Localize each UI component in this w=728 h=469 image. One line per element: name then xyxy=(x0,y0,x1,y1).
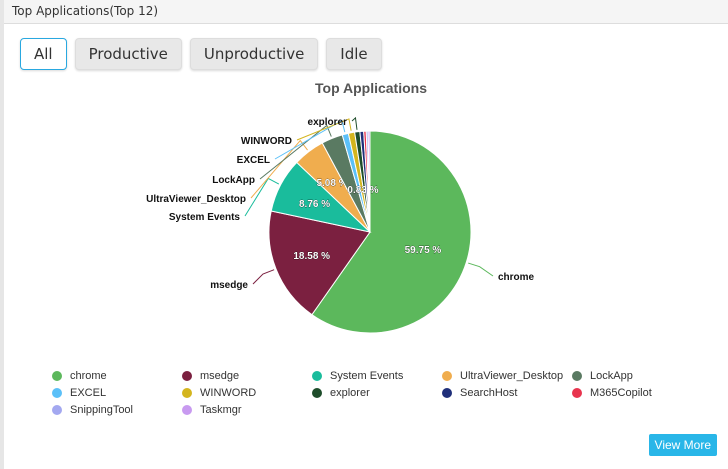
view-more-button[interactable]: View More xyxy=(648,434,717,456)
legend: chrome msedge System Events UltraViewer_Des… xyxy=(52,369,702,417)
legend-label: explorer xyxy=(330,387,370,399)
data-label: 18.58 % xyxy=(293,251,330,262)
legend-dot-icon xyxy=(182,371,192,381)
panel-title: Top Applications(Top 12) xyxy=(12,4,159,18)
legend-item[interactable]: SnippingTool xyxy=(52,403,182,417)
legend-label: msedge xyxy=(200,370,240,382)
data-label: 5.08 % xyxy=(316,178,347,189)
legend-dot-icon xyxy=(182,388,192,398)
legend-item[interactable]: explorer xyxy=(312,386,442,400)
legend-label: WINWORD xyxy=(200,387,257,399)
legend-dot-icon xyxy=(52,405,62,415)
legend-item[interactable]: LockApp xyxy=(572,369,702,383)
legend-label: UltraViewer_Desktop xyxy=(460,370,564,382)
legend-dot-icon xyxy=(182,405,192,415)
slice-name-label: LockApp xyxy=(212,175,255,186)
left-border xyxy=(0,23,4,469)
connector-line xyxy=(468,262,494,277)
legend-dot-icon xyxy=(442,371,452,381)
legend-item[interactable]: EXCEL xyxy=(52,386,182,400)
legend-label: Taskmgr xyxy=(200,404,242,416)
connector-line xyxy=(296,118,352,141)
legend-dot-icon xyxy=(572,371,582,381)
slice-name-label: chrome xyxy=(498,272,535,283)
pie-slice-chrome[interactable] xyxy=(311,130,472,334)
connector-line xyxy=(351,116,358,130)
legend-dot-icon xyxy=(52,371,62,381)
panel-header: Top Applications(Top 12) xyxy=(0,0,728,24)
tab-productive[interactable]: Productive xyxy=(74,38,182,70)
legend-label: SearchHost xyxy=(460,387,518,399)
connector-line xyxy=(274,119,346,160)
slice-name-label: System Events xyxy=(169,212,241,223)
connector-line xyxy=(259,124,332,180)
legend-item[interactable]: SearchHost xyxy=(442,386,572,400)
chart-title: Top Applications xyxy=(315,80,427,96)
legend-item[interactable]: WINWORD xyxy=(182,386,312,400)
pie-slice-msedge[interactable] xyxy=(268,210,371,316)
legend-item[interactable]: UltraViewer_Desktop xyxy=(442,369,572,383)
legend-item[interactable]: msedge xyxy=(182,369,312,383)
connector-line xyxy=(250,139,308,199)
data-label: 8.76 % xyxy=(299,199,330,210)
legend-dot-icon xyxy=(442,388,452,398)
pie-slice-taskmgr[interactable] xyxy=(367,130,371,233)
legend-dot-icon xyxy=(572,388,582,398)
legend-label: SnippingTool xyxy=(70,404,133,416)
filter-tabs: All Productive Unproductive Idle xyxy=(20,38,382,70)
legend-item[interactable]: System Events xyxy=(312,369,442,383)
slice-name-label: EXCEL xyxy=(237,155,270,166)
legend-dot-icon xyxy=(312,388,322,398)
tab-unproductive[interactable]: Unproductive xyxy=(189,38,319,70)
legend-label: System Events xyxy=(330,370,404,382)
legend-item[interactable]: Taskmgr xyxy=(182,403,312,417)
data-label: 59.75 % xyxy=(405,245,442,256)
slice-name-label: explorer xyxy=(308,117,348,128)
legend-label: LockApp xyxy=(590,370,633,382)
legend-label: chrome xyxy=(70,370,107,382)
legend-dot-icon xyxy=(52,388,62,398)
slice-name-label: msedge xyxy=(210,280,248,291)
tab-idle[interactable]: Idle xyxy=(326,38,382,70)
data-label: 0.83 % xyxy=(347,185,378,196)
slice-name-label: UltraViewer_Desktop xyxy=(146,194,246,205)
legend-item[interactable]: chrome xyxy=(52,369,182,383)
legend-dot-icon xyxy=(312,371,322,381)
slice-name-label: WINWORD xyxy=(241,136,292,147)
legend-label: M365Copilot xyxy=(590,387,652,399)
connector-line xyxy=(252,269,275,285)
tab-all[interactable]: All xyxy=(20,38,67,70)
legend-label: EXCEL xyxy=(70,387,107,399)
legend-item[interactable]: M365Copilot xyxy=(572,386,702,400)
